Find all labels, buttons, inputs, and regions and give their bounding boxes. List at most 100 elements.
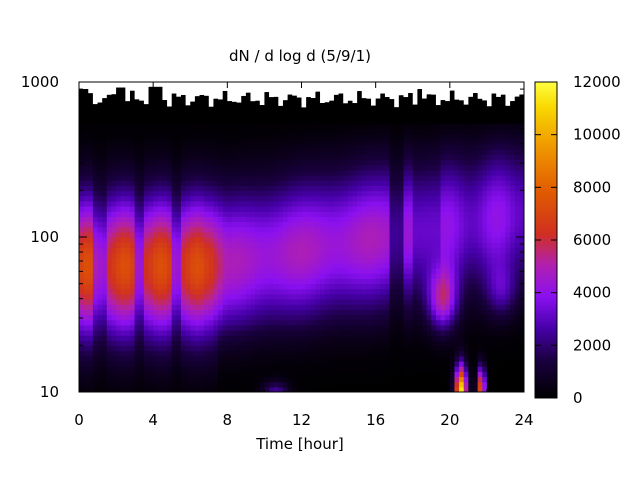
- heatmap-cell-2345: [259, 361, 266, 367]
- heatmap-cell-681: [129, 278, 136, 285]
- heatmap-cell-4364: [412, 159, 418, 166]
- heatmap-cell-3229: [324, 133, 330, 140]
- heatmap-cell-710: [129, 128, 136, 135]
- heatmap-cell-629: [125, 237, 131, 243]
- heatmap-cell-505: [116, 257, 122, 264]
- heatmap-cell-3556: [352, 304, 358, 310]
- heatmap-cell-143: [88, 268, 94, 274]
- heatmap-cell-1920: [227, 386, 233, 392]
- heatmap-cell-2724: [287, 262, 293, 269]
- heatmap-cell-3731: [366, 330, 372, 336]
- heatmap-cell-4361: [412, 175, 418, 181]
- heatmap-cell-2911: [301, 226, 307, 233]
- heatmap-cell-3135: [320, 309, 326, 316]
- heatmap-cell-1515: [194, 309, 201, 316]
- heatmap-cell-4693: [440, 319, 446, 326]
- heatmap-cell-467: [111, 144, 117, 150]
- heatmap-cell-3750: [366, 231, 372, 238]
- heatmap-cell-3553: [352, 319, 358, 326]
- heatmap-cell-873: [143, 216, 150, 223]
- heatmap-cell-3343: [333, 164, 340, 171]
- heatmap-cell-3696: [361, 200, 367, 207]
- heatmap-cell-4393: [417, 319, 423, 326]
- heatmap-cell-3074: [315, 314, 321, 321]
- heatmap-cell-1051: [157, 226, 164, 233]
- heatmap-cell-4568: [431, 345, 437, 352]
- heatmap-cell-1658: [204, 190, 210, 197]
- heatmap-cell-456: [111, 200, 117, 207]
- heatmap-cell-322: [102, 273, 108, 279]
- heatmap-cell-600: [125, 386, 131, 392]
- heatmap-cell-4423: [417, 164, 423, 171]
- heatmap-cell-2729: [287, 237, 293, 243]
- heatmap-cell-1534: [194, 211, 201, 217]
- heatmap-cell-768: [134, 138, 140, 145]
- heatmap-cell-1142: [167, 376, 173, 383]
- heatmap-cell-130: [88, 335, 94, 341]
- heatmap-cell-3501: [347, 278, 354, 285]
- heatmap-cell-2503: [269, 164, 275, 171]
- heatmap-cell-4084: [394, 366, 400, 372]
- heatmap-cell-3072: [315, 324, 321, 331]
- heatmap-cell-4814: [449, 314, 456, 321]
- heatmap-cell-1035: [157, 309, 164, 316]
- heatmap-cell-4113: [394, 216, 400, 223]
- heatmap-cell-1641: [204, 278, 210, 285]
- heatmap-cell-2221: [250, 381, 256, 388]
- heatmap-cell-2318: [255, 190, 261, 197]
- heatmap-cell-3081: [315, 278, 321, 285]
- heatmap-cell-4823: [449, 268, 456, 274]
- heatmap-cell-2611: [278, 226, 284, 233]
- heatmap-cell-262: [97, 273, 103, 279]
- heatmap-cell-2688: [282, 138, 289, 145]
- heatmap-cell-2175: [245, 309, 252, 316]
- heatmap-cell-1086: [162, 355, 168, 362]
- heatmap-cell-563: [120, 268, 126, 274]
- heatmap-cell-37: [79, 195, 85, 202]
- heatmap-cell-3029: [310, 237, 317, 243]
- heatmap-cell-4925: [459, 361, 465, 367]
- heatmap-cell-3243: [329, 371, 335, 378]
- heatmap-cell-1991: [231, 330, 238, 336]
- heatmap-cell-8: [79, 345, 85, 352]
- heatmap-cell-914: [148, 314, 154, 321]
- heatmap-cell-4843: [449, 164, 456, 171]
- heatmap-cell-2830: [296, 335, 303, 341]
- heatmap-cell-4955: [459, 206, 465, 212]
- heatmap-cell-2270: [250, 128, 256, 135]
- heatmap-cell-3480: [347, 386, 354, 392]
- heatmap-cell-1709: [208, 237, 215, 243]
- heatmap-cell-3809: [371, 237, 377, 243]
- heatmap-cell-3291: [329, 123, 335, 130]
- heatmap-cell-4441: [422, 381, 428, 388]
- heatmap-cell-1210: [171, 335, 177, 341]
- heatmap-cell-4530: [426, 231, 432, 238]
- heatmap-cell-2913: [301, 216, 307, 223]
- heatmap-cell-840: [143, 386, 150, 392]
- heatmap-cell-2450: [264, 128, 270, 135]
- heatmap-cell-517: [116, 195, 122, 202]
- heatmap-cell-663: [129, 371, 136, 378]
- heatmap-cell-4362: [412, 169, 418, 176]
- heatmap-cell-3994: [384, 211, 391, 217]
- heatmap-cell-4638: [435, 293, 442, 300]
- heatmap-cell-4093: [394, 319, 400, 326]
- heatmap-cell-2443: [264, 164, 270, 171]
- heatmap-cell-4250: [403, 128, 409, 135]
- heatmap-cell-2129: [241, 237, 247, 243]
- heatmap-cell-1836: [218, 200, 224, 207]
- heatmap-cell-722: [134, 376, 140, 383]
- heatmap-cell-1687: [208, 350, 215, 357]
- heatmap-cell-3744: [366, 262, 372, 269]
- heatmap-cell-3564: [352, 262, 358, 269]
- heatmap-cell-1981: [231, 381, 238, 388]
- heatmap-cell-3996: [384, 200, 391, 207]
- heatmap-cell-3823: [371, 164, 377, 171]
- heatmap-cell-1935: [227, 309, 233, 316]
- heatmap-cell-2974: [306, 211, 312, 217]
- heatmap-cell-3300: [333, 386, 340, 392]
- heatmap-cell-4710: [440, 231, 446, 238]
- heatmap-cell-3157: [320, 195, 326, 202]
- heatmap-cell-3805: [371, 257, 377, 264]
- heatmap-cell-2767: [292, 350, 298, 357]
